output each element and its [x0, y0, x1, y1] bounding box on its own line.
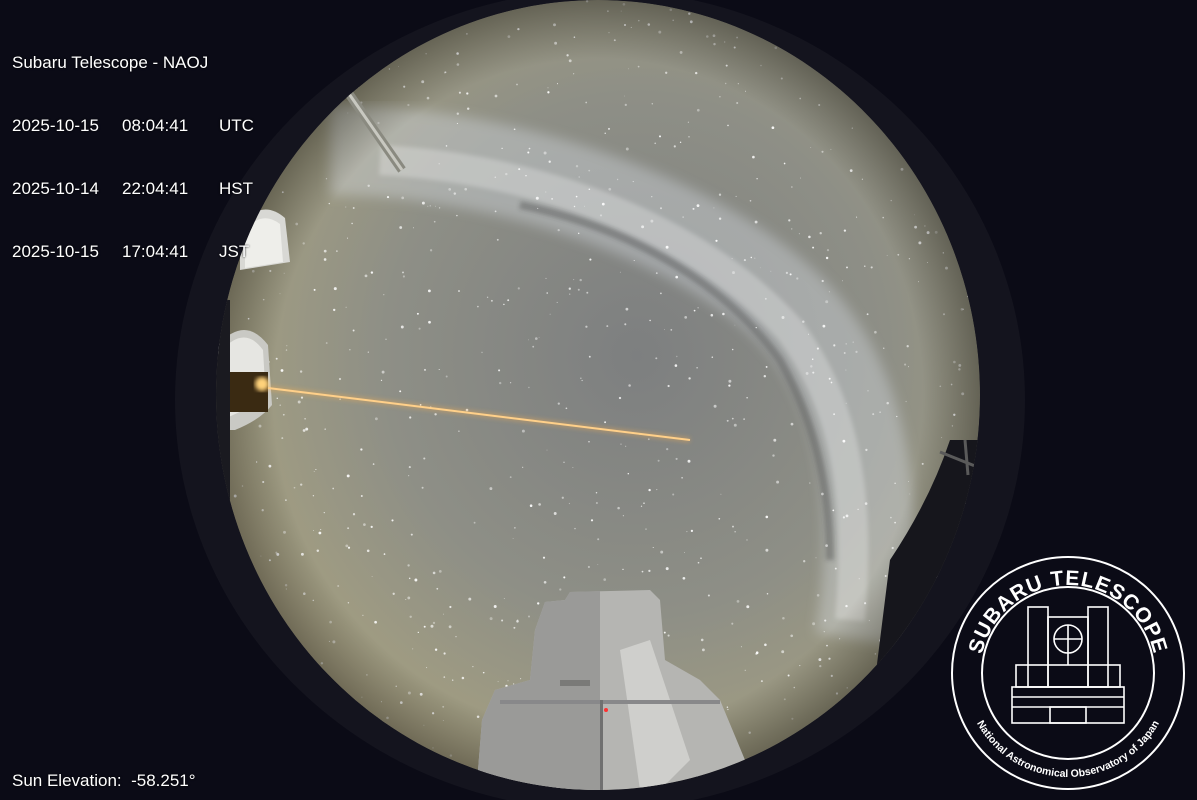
sun-elevation: Sun Elevation: -58.251° — [12, 770, 243, 791]
ephemeris-overlay: Sun Elevation: -58.251° Moon Elevation: … — [12, 728, 243, 800]
timestamp-hst: 2025-10-14 22:04:41 HST — [12, 178, 254, 199]
timestamp-jst: 2025-10-15 17:04:41 JST — [12, 241, 254, 262]
timestamp-utc: 2025-10-15 08:04:41 UTC — [12, 115, 254, 136]
header-overlay: Subaru Telescope - NAOJ 2025-10-15 08:04:… — [12, 10, 254, 304]
logo-building-icon — [1012, 607, 1124, 723]
station-title: Subaru Telescope - NAOJ — [12, 52, 254, 73]
subaru-logo: SUBARU TELESCOPE National Astronomical O… — [950, 555, 1186, 791]
